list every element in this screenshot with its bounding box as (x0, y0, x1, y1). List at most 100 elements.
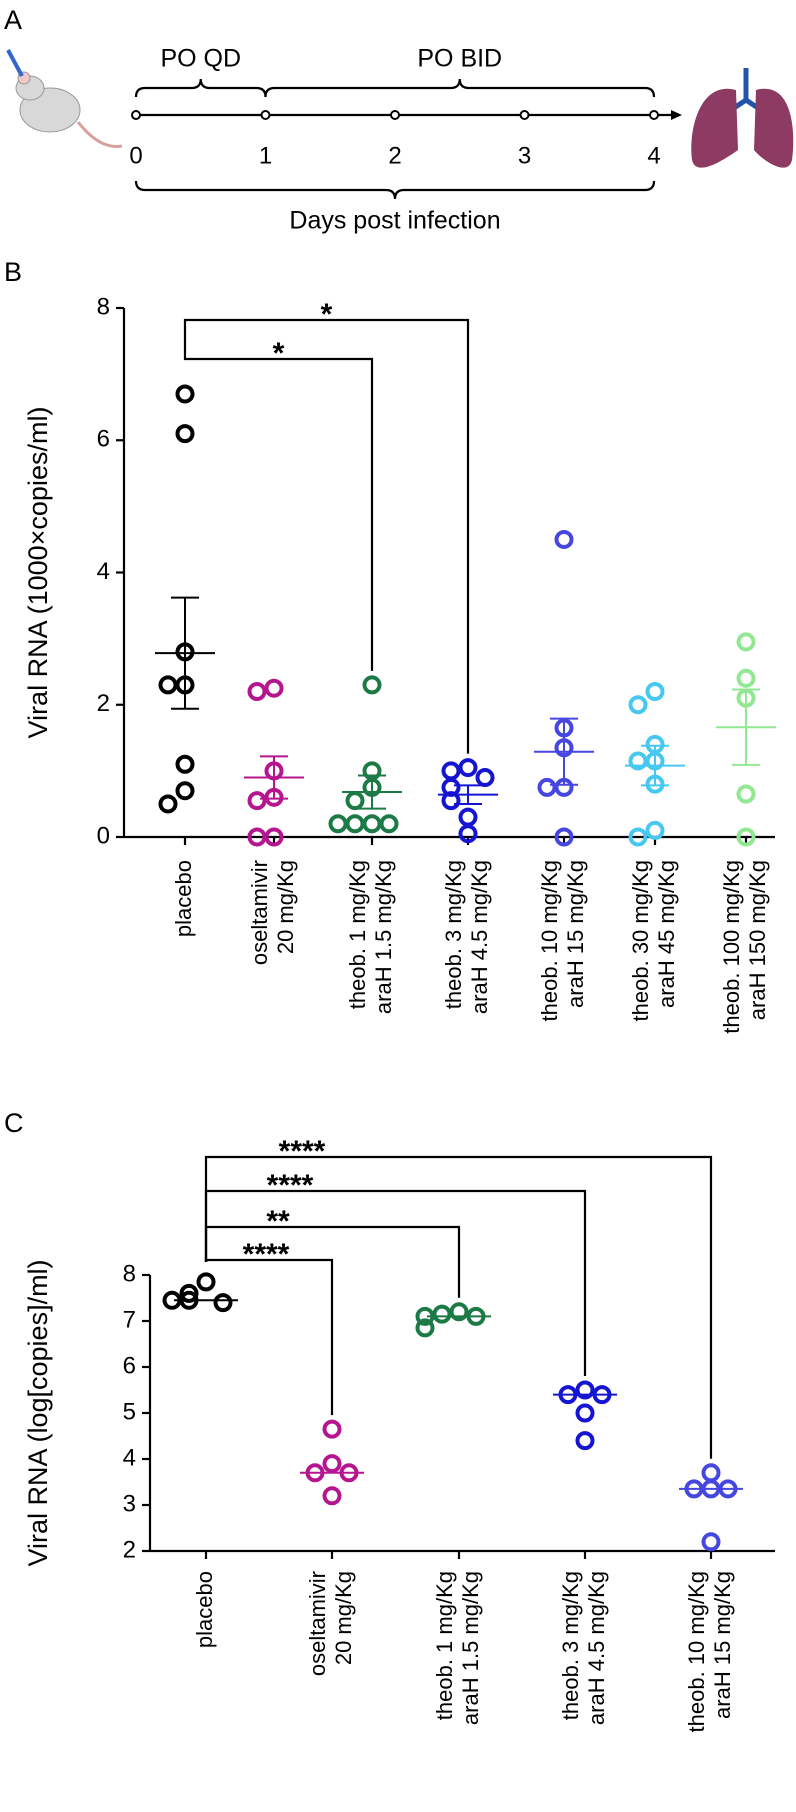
x-tick-label: theob. 100 mg/Kg (719, 860, 744, 1034)
significance-label: * (273, 337, 285, 370)
timeline-xlabel: Days post infection (289, 207, 500, 235)
data-point (175, 424, 195, 444)
y-tick-label: 3 (123, 1490, 136, 1517)
panel-label: A (4, 5, 22, 35)
x-tick-label: araH 1.5 mg/Kg (458, 1571, 483, 1725)
day-label: 3 (518, 142, 531, 169)
y-tick-label: 6 (97, 426, 110, 453)
sem-bar (260, 755, 288, 800)
data-point (158, 675, 178, 695)
day-marker (131, 110, 141, 120)
phase-label: PO QD (160, 45, 241, 73)
day-label: 1 (259, 142, 272, 169)
y-tick-label: 2 (123, 1536, 136, 1563)
panel-label: C (4, 1108, 24, 1138)
x-tick-label: araH 4.5 mg/Kg (467, 860, 492, 1014)
data-point (458, 824, 478, 844)
data-point (475, 767, 495, 787)
data-point (175, 781, 195, 801)
x-tick-label: araH 4.5 mg/Kg (584, 1571, 609, 1725)
data-point (362, 675, 382, 695)
y-tick-label: 8 (97, 293, 110, 320)
significance-label: ** (266, 1205, 290, 1238)
data-point (554, 827, 574, 847)
significance-label: * (321, 298, 333, 331)
y-tick-label: 8 (123, 1260, 136, 1287)
data-point (247, 827, 267, 847)
sem-bar (732, 688, 760, 766)
significance-bracket (183, 342, 374, 671)
data-point (213, 1293, 233, 1313)
y-tick-label: 0 (97, 822, 110, 849)
x-tick-label: placebo (171, 860, 196, 937)
data-point (432, 1304, 452, 1324)
data-point (575, 1380, 595, 1400)
x-tick-label: 20 mg/Kg (331, 1571, 356, 1665)
y-axis-label: Viral RNA (1000×copies/ml) (23, 407, 53, 739)
significance-bracket (204, 1189, 587, 1376)
data-point (345, 814, 365, 834)
x-tick-label: theob. 10 mg/Kg (684, 1571, 709, 1732)
day-label: 4 (647, 142, 660, 169)
x-tick-label: theob. 3 mg/Kg (558, 1571, 583, 1720)
data-point (345, 791, 365, 811)
data-point (175, 754, 195, 774)
data-point (458, 807, 478, 827)
sem-bar (171, 596, 199, 710)
x-tick-label: araH 45 mg/Kg (654, 860, 679, 1008)
data-point (736, 827, 756, 847)
sem-bar (641, 744, 669, 787)
data-point (645, 682, 665, 702)
day-marker (260, 110, 271, 120)
data-point (322, 1454, 342, 1474)
x-tick-label: araH 150 mg/Kg (745, 860, 770, 1020)
x-tick-label: placebo (192, 1571, 217, 1648)
x-tick-label: theob. 1 mg/Kg (432, 1571, 457, 1720)
y-tick-label: 4 (123, 1444, 136, 1471)
data-point (247, 791, 267, 811)
data-point (554, 529, 574, 549)
x-tick-label: araH 15 mg/Kg (710, 1571, 735, 1719)
data-point (458, 758, 478, 778)
x-tick-label: theob. 10 mg/Kg (537, 860, 562, 1021)
day-marker (649, 110, 659, 120)
data-point (175, 384, 195, 404)
days-brace (134, 180, 656, 200)
data-point (575, 1431, 595, 1451)
data-point (628, 827, 648, 847)
sem-bar (358, 774, 386, 810)
significance-bracket (204, 1225, 461, 1298)
data-point (264, 678, 284, 698)
x-tick-label: araH 1.5 mg/Kg (371, 860, 396, 1014)
significance-bracket (183, 318, 470, 754)
data-point (628, 695, 648, 715)
timeline-arrow (671, 110, 682, 120)
data-point (441, 791, 461, 811)
data-point (158, 794, 178, 814)
data-point (736, 668, 756, 688)
panel-label: B (4, 257, 22, 287)
significance-label: **** (267, 1169, 314, 1202)
x-tick-label: oseltamivir (305, 1571, 330, 1676)
data-point (247, 682, 267, 702)
sem-bar (454, 784, 482, 805)
y-tick-label: 5 (123, 1398, 136, 1425)
day-label: 2 (388, 142, 401, 169)
data-point (415, 1318, 435, 1338)
x-tick-label: theob. 30 mg/Kg (628, 860, 653, 1021)
data-point (645, 820, 665, 840)
sem-bar (550, 717, 578, 786)
day-label: 0 (129, 142, 142, 169)
day-marker (390, 110, 400, 120)
data-point (736, 632, 756, 652)
data-point (701, 1532, 721, 1552)
data-point (362, 814, 382, 834)
data-point (322, 1419, 342, 1439)
phase-label: PO BID (417, 45, 502, 73)
significance-bracket (204, 1155, 713, 1459)
data-point (449, 1302, 469, 1322)
y-axis-label: Viral RNA (log[copies]/ml) (23, 1259, 53, 1566)
lungs-icon (691, 68, 794, 168)
data-point (736, 784, 756, 804)
